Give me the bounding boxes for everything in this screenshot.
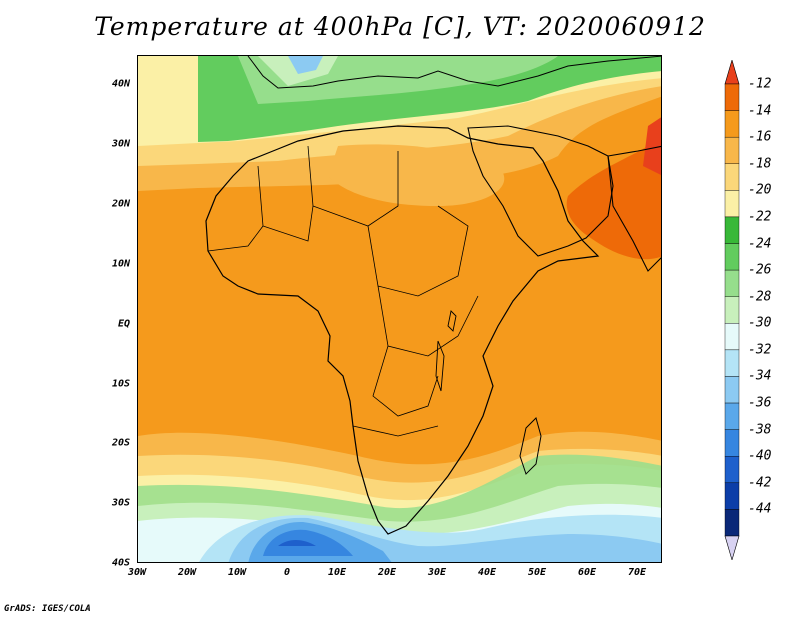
- lat-label: 30N: [111, 138, 130, 150]
- temperature-map: [137, 55, 662, 563]
- coastline-europe: [247, 56, 661, 89]
- colorbar-swatch: [724, 243, 740, 271]
- coastline-africa: [205, 125, 600, 535]
- colorbar-tick-label: -24: [748, 236, 772, 252]
- colorbar-swatch: [724, 349, 740, 377]
- colorbar-swatch: [724, 402, 740, 430]
- field-hot-core: [643, 117, 661, 175]
- lat-label: 20S: [111, 437, 130, 449]
- colorbar-tick-label: -18: [748, 156, 772, 172]
- lon-label: 10E: [327, 567, 347, 578]
- colorbar-tick-label: -20: [748, 182, 772, 198]
- colorbar-swatch: [724, 190, 740, 218]
- colorbar-tick-label: -42: [748, 475, 772, 491]
- colorbar-tick-label: -28: [748, 289, 772, 305]
- colorbar-bottom-arrow: [724, 535, 740, 560]
- colorbar-tick-label: -40: [748, 448, 772, 464]
- colorbar-swatch: [724, 163, 740, 191]
- colorbar-swatch: [724, 216, 740, 244]
- colorbar-top-arrow: [724, 60, 740, 85]
- colorbar-swatch: [724, 110, 740, 138]
- field-sahara: [328, 144, 505, 206]
- field-warm-core: [566, 137, 661, 260]
- colorbar-tick-label: -26: [748, 262, 772, 278]
- lon-label: 30W: [127, 567, 147, 578]
- field-coldest: [278, 540, 316, 546]
- lon-label: 50E: [527, 567, 547, 578]
- colorbar-swatch: [724, 482, 740, 510]
- lon-label: 0: [283, 567, 291, 578]
- colorbar-swatch: [724, 376, 740, 404]
- colorbar-swatch: [724, 323, 740, 351]
- colorbar-swatch: [724, 269, 740, 297]
- lon-label: 40E: [477, 567, 497, 578]
- field-north-blue: [288, 56, 323, 74]
- colorbar-swatch: [724, 456, 740, 484]
- colorbar-tick-label: -14: [748, 103, 772, 119]
- lat-label: 40N: [111, 78, 130, 90]
- lon-label: 30E: [427, 567, 447, 578]
- coastline-arabia: [467, 125, 614, 257]
- lat-label: 20N: [111, 198, 130, 210]
- colorbar-swatch: [724, 429, 740, 457]
- lon-label: 60E: [577, 567, 597, 578]
- footer-credit: GrADS: IGES/COLA: [4, 604, 91, 614]
- coastline-madagascar: [519, 417, 542, 475]
- lon-label: 20E: [377, 567, 397, 578]
- colorbar-swatch: [724, 83, 740, 111]
- lon-label: 10W: [227, 567, 247, 578]
- colorbar: [724, 60, 740, 560]
- lat-label: 10N: [111, 258, 130, 270]
- colorbar-tick-label: -36: [748, 395, 772, 411]
- lon-label: 70E: [627, 567, 647, 578]
- lon-label: 20W: [177, 567, 197, 578]
- colorbar-tick-label: -38: [748, 422, 772, 438]
- lat-label: 40S: [111, 557, 130, 569]
- lat-label: 10S: [111, 378, 130, 390]
- colorbar-tick-label: -12: [748, 76, 772, 92]
- coastline-india: [607, 145, 661, 272]
- colorbar-tick-label: -34: [748, 368, 772, 384]
- colorbar-tick-label: -32: [748, 342, 772, 358]
- lakes: [435, 310, 457, 392]
- lat-label: EQ: [117, 318, 130, 330]
- colorbar-swatch: [724, 509, 740, 537]
- colorbar-swatch: [724, 136, 740, 164]
- colorbar-swatch: [724, 296, 740, 324]
- map-title: Temperature at 400hPa [C], VT: 202006091…: [94, 12, 706, 41]
- colorbar-tick-label: -16: [748, 129, 772, 145]
- lat-label: 30S: [111, 497, 130, 509]
- colorbar-tick-label: -22: [748, 209, 772, 225]
- colorbar-tick-label: -44: [748, 501, 772, 517]
- country-borders: [207, 145, 479, 437]
- colorbar-tick-label: -30: [748, 315, 772, 331]
